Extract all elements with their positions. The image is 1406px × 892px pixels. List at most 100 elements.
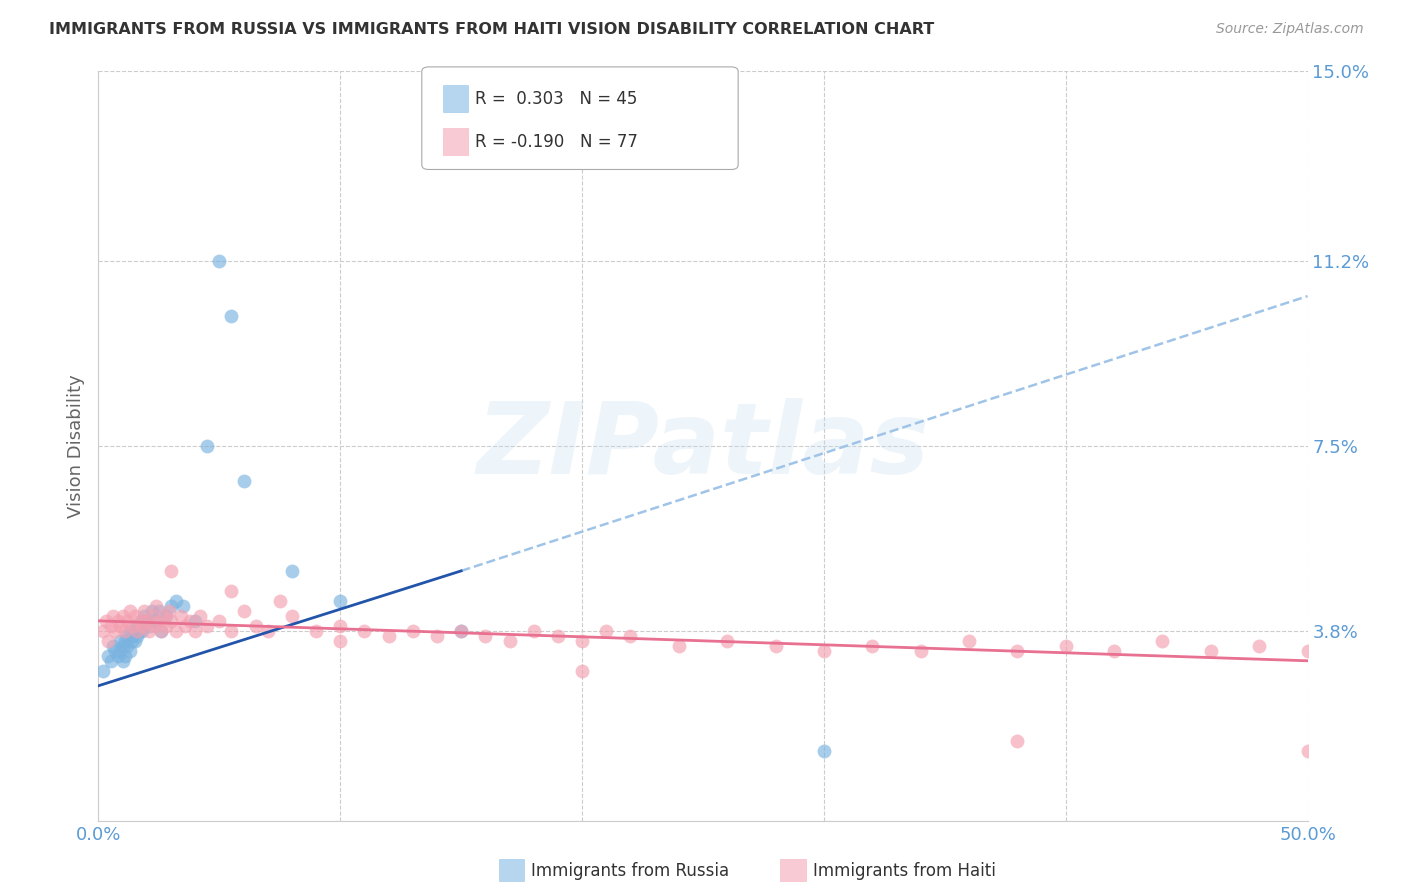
- Point: [813, 744, 835, 758]
- Point: [184, 624, 207, 638]
- Point: [91, 664, 114, 678]
- Point: [474, 629, 496, 643]
- Point: [1007, 644, 1029, 658]
- Point: [145, 599, 167, 613]
- Point: [195, 619, 218, 633]
- Point: [450, 624, 472, 638]
- Point: [208, 254, 231, 268]
- Point: [160, 599, 183, 613]
- Point: [150, 624, 173, 638]
- Point: [135, 614, 157, 628]
- Point: [169, 608, 191, 623]
- Point: [134, 604, 156, 618]
- Point: [1007, 733, 1029, 747]
- Point: [150, 624, 173, 638]
- Point: [97, 648, 120, 663]
- Text: ZIPatlas: ZIPatlas: [477, 398, 929, 494]
- Point: [104, 624, 127, 638]
- Point: [91, 624, 114, 638]
- Point: [124, 633, 146, 648]
- Point: [121, 619, 143, 633]
- Text: Source: ZipAtlas.com: Source: ZipAtlas.com: [1216, 22, 1364, 37]
- Text: R = -0.190   N = 77: R = -0.190 N = 77: [475, 133, 638, 151]
- Point: [111, 608, 134, 623]
- Point: [208, 614, 231, 628]
- Point: [402, 624, 425, 638]
- Point: [165, 594, 187, 608]
- Point: [281, 564, 304, 578]
- Point: [124, 608, 146, 623]
- Point: [104, 644, 127, 658]
- Point: [94, 614, 117, 628]
- Point: [245, 619, 267, 633]
- Point: [131, 624, 153, 638]
- Point: [910, 644, 932, 658]
- Point: [188, 608, 211, 623]
- Point: [1199, 644, 1222, 658]
- Point: [571, 633, 593, 648]
- Point: [329, 619, 352, 633]
- Point: [97, 633, 120, 648]
- Point: [127, 629, 149, 643]
- Point: [108, 633, 131, 648]
- Point: [813, 644, 835, 658]
- Point: [179, 614, 201, 628]
- Point: [118, 644, 141, 658]
- Point: [107, 614, 129, 628]
- Point: [619, 629, 641, 643]
- Text: IMMIGRANTS FROM RUSSIA VS IMMIGRANTS FROM HAITI VISION DISABILITY CORRELATION CH: IMMIGRANTS FROM RUSSIA VS IMMIGRANTS FRO…: [49, 22, 935, 37]
- Point: [114, 648, 136, 663]
- Point: [152, 608, 174, 623]
- Point: [571, 664, 593, 678]
- Point: [1296, 744, 1319, 758]
- Point: [221, 309, 243, 323]
- Point: [498, 633, 520, 648]
- Point: [716, 633, 738, 648]
- Point: [135, 614, 157, 628]
- Point: [118, 604, 141, 618]
- Point: [377, 629, 399, 643]
- Point: [221, 583, 243, 598]
- Point: [111, 639, 134, 653]
- Text: Immigrants from Haiti: Immigrants from Haiti: [813, 862, 995, 880]
- Point: [450, 624, 472, 638]
- Point: [155, 619, 177, 633]
- Point: [155, 608, 177, 623]
- Point: [1054, 639, 1077, 653]
- Point: [138, 619, 160, 633]
- Point: [117, 639, 139, 653]
- Point: [174, 619, 197, 633]
- Point: [118, 624, 141, 638]
- Point: [668, 639, 690, 653]
- Point: [107, 648, 129, 663]
- Point: [128, 614, 150, 628]
- Point: [353, 624, 375, 638]
- Point: [141, 604, 163, 618]
- Point: [127, 619, 149, 633]
- Point: [138, 624, 160, 638]
- Point: [111, 654, 134, 668]
- Point: [195, 439, 218, 453]
- Point: [114, 633, 136, 648]
- Point: [860, 639, 883, 653]
- Point: [117, 614, 139, 628]
- Point: [165, 624, 187, 638]
- Point: [108, 619, 131, 633]
- Y-axis label: Vision Disability: Vision Disability: [66, 374, 84, 518]
- Point: [256, 624, 278, 638]
- Point: [131, 614, 153, 628]
- Point: [134, 608, 156, 623]
- Point: [157, 604, 180, 618]
- Point: [143, 619, 166, 633]
- Point: [114, 624, 136, 638]
- Point: [232, 474, 254, 488]
- Point: [148, 614, 170, 628]
- Point: [1249, 639, 1271, 653]
- Point: [305, 624, 328, 638]
- Point: [1102, 644, 1125, 658]
- Point: [269, 594, 291, 608]
- Point: [148, 604, 170, 618]
- Point: [426, 629, 449, 643]
- Point: [141, 608, 163, 623]
- Point: [329, 633, 352, 648]
